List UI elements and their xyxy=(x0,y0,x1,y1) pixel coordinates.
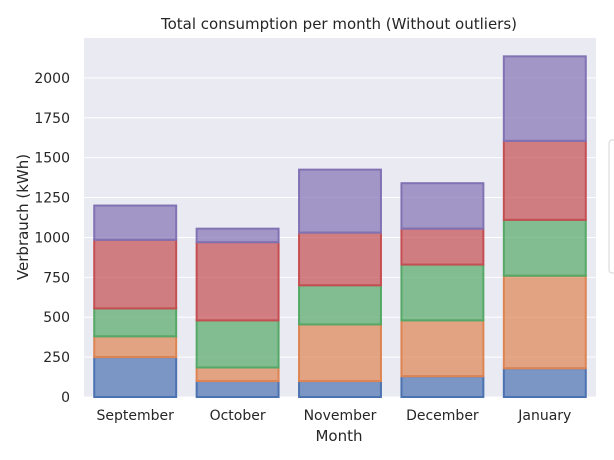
y-tick-label: 1250 xyxy=(34,191,70,207)
y-tick-label: 1750 xyxy=(34,111,70,127)
bar-segment-4 xyxy=(298,231,382,287)
x-tick-label: October xyxy=(210,408,266,424)
bar-segment-2 xyxy=(195,366,280,383)
bar-segment-2 xyxy=(298,323,382,383)
x-tick-label: December xyxy=(406,408,479,424)
y-tick-label: 250 xyxy=(43,350,70,366)
y-axis-label: Verbrauch (kWh) xyxy=(14,154,32,280)
chart-title: Total consumption per month (Without out… xyxy=(160,15,517,33)
bar-segment-1 xyxy=(298,380,382,398)
bar-segment-1 xyxy=(93,356,178,399)
bar-segment-4 xyxy=(195,241,280,322)
bar-segment-3 xyxy=(195,319,280,369)
bar-segment-2 xyxy=(93,335,178,359)
bar-segment-1 xyxy=(400,375,485,399)
bar-segment-1 xyxy=(195,380,280,398)
x-tick-label: January xyxy=(517,408,571,424)
bar-segment-2 xyxy=(400,319,485,378)
x-axis-label: Month xyxy=(315,427,362,445)
bar-segment-3 xyxy=(93,307,178,338)
x-tick-labels: September October November December January xyxy=(97,408,572,424)
bars xyxy=(93,55,587,399)
x-tick-label: November xyxy=(304,408,377,424)
y-tick-labels: 0 250 500 750 1000 1250 1500 1750 2000 xyxy=(34,71,70,406)
bar-segment-3 xyxy=(298,284,382,326)
bar-segment-3 xyxy=(400,263,485,322)
bar-segment-2 xyxy=(502,274,587,370)
y-tick-label: 0 xyxy=(61,390,70,406)
bar-segment-4 xyxy=(93,238,178,310)
x-tick-label: September xyxy=(97,408,175,424)
bar-segment-4 xyxy=(502,139,587,221)
bar-segment-4 xyxy=(400,227,485,266)
y-tick-label: 750 xyxy=(43,270,70,286)
bar-segment-1 xyxy=(502,367,587,398)
y-tick-label: 1000 xyxy=(34,230,70,246)
y-tick-label: 500 xyxy=(43,310,70,326)
bar-segment-5 xyxy=(400,182,485,230)
legend-box xyxy=(608,139,614,274)
y-tick-label: 1500 xyxy=(34,151,70,167)
bar-segment-5 xyxy=(298,168,382,234)
bar-segment-5 xyxy=(502,55,587,142)
bar-segment-5 xyxy=(93,204,178,241)
bar-segment-3 xyxy=(502,218,587,277)
y-tick-label: 2000 xyxy=(34,71,70,87)
bar-segment-5 xyxy=(195,227,280,244)
